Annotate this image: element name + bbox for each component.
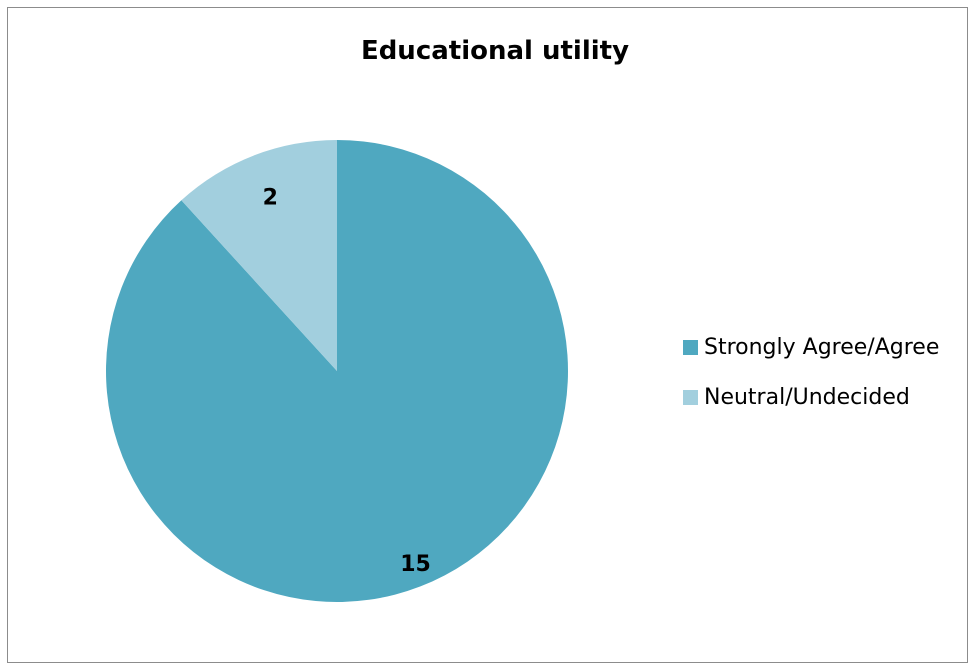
pie-slice-neutral [181, 140, 337, 371]
data-label-strongly-agree: 15 [400, 552, 431, 577]
legend-item-strongly-agree: Strongly Agree/Agree [683, 334, 939, 360]
data-label-neutral: 2 [263, 186, 278, 211]
legend-swatch-neutral [683, 389, 698, 405]
legend-item-neutral: Neutral/Undecided [683, 384, 939, 410]
chart-legend: Strongly Agree/Agree Neutral/Undecided [683, 334, 939, 434]
legend-label-strongly-agree: Strongly Agree/Agree [704, 334, 940, 360]
legend-label-neutral: Neutral/Undecided [704, 384, 910, 410]
chart-title: Educational utility [360, 36, 630, 66]
legend-swatch-strongly-agree [683, 339, 698, 355]
